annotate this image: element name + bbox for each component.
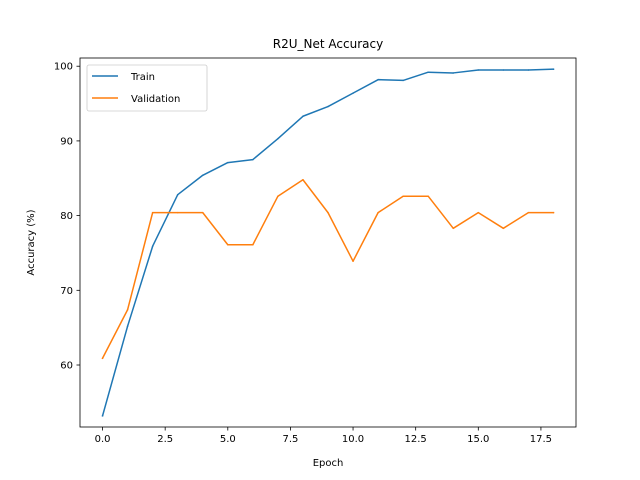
data-point-validation-0 <box>101 357 104 360</box>
x-tick-label: 0.0 <box>95 434 111 445</box>
data-point-validation-8 <box>302 179 304 181</box>
y-axis: 60 70 80 90 100 <box>54 62 80 372</box>
x-axis: 0.0 2.5 5.0 7.5 10.0 12.5 15.0 17.5 <box>95 427 552 445</box>
data-point-train-14 <box>452 72 454 74</box>
x-tick-label: 15.0 <box>467 434 489 445</box>
data-point-train-13 <box>427 71 429 73</box>
y-axis-label: Accuracy (%) <box>26 209 37 275</box>
x-tick-label: 10.0 <box>342 434 364 445</box>
data-point-validation-1 <box>126 308 129 311</box>
data-point-validation-2 <box>151 211 154 214</box>
data-point-validation-7 <box>277 195 279 197</box>
data-point-validation-14 <box>452 227 454 230</box>
data-point-train-5 <box>227 161 229 164</box>
y-tick-label: 90 <box>60 136 73 147</box>
data-point-train-0 <box>101 415 104 417</box>
data-point-train-12 <box>402 79 404 82</box>
data-point-train-4 <box>202 174 204 177</box>
data-point-validation-10 <box>352 260 354 262</box>
data-point-validation-9 <box>327 211 329 214</box>
data-point-validation-3 <box>176 211 179 214</box>
plot-area <box>101 68 555 417</box>
data-point-validation-16 <box>502 227 505 230</box>
data-point-train-3 <box>176 193 179 196</box>
data-point-validation-17 <box>527 211 530 214</box>
x-tick-label: 7.5 <box>282 434 298 445</box>
plot-frame <box>79 57 577 428</box>
x-tick-label: 2.5 <box>157 434 173 445</box>
x-tick-label: 17.5 <box>530 434 552 445</box>
data-point-validation-4 <box>202 211 204 214</box>
x-axis-label: Epoch <box>313 458 344 469</box>
data-point-validation-5 <box>227 243 229 246</box>
data-point-train-7 <box>277 137 279 140</box>
data-point-train-16 <box>502 69 505 71</box>
x-tick-label: 5.0 <box>220 434 236 445</box>
data-point-train-6 <box>252 158 254 161</box>
data-point-train-2 <box>151 245 154 247</box>
chart-title: R2U_Net Accuracy <box>273 37 383 51</box>
y-tick-label: 80 <box>60 211 73 222</box>
data-point-validation-13 <box>427 195 429 197</box>
data-point-train-10 <box>352 92 354 94</box>
data-point-validation-18 <box>552 211 555 214</box>
y-tick-label: 70 <box>60 286 73 297</box>
legend: Train Validation <box>86 64 208 112</box>
y-tick-label: 60 <box>60 361 73 372</box>
data-point-train-18 <box>552 68 555 70</box>
y-tick-label: 100 <box>54 62 73 73</box>
legend-validation-label: Validation <box>131 94 180 105</box>
data-point-validation-15 <box>477 211 480 214</box>
data-point-validation-12 <box>402 195 404 197</box>
legend-train-label: Train <box>130 72 155 83</box>
data-point-train-8 <box>302 115 304 118</box>
data-point-validation-11 <box>377 211 379 214</box>
data-point-train-11 <box>377 78 379 81</box>
data-point-train-17 <box>527 69 530 71</box>
x-tick-label: 12.5 <box>405 434 427 445</box>
data-point-validation-6 <box>252 243 254 246</box>
data-point-train-1 <box>126 325 129 327</box>
data-point-train-15 <box>477 69 480 71</box>
data-point-train-9 <box>327 105 329 108</box>
